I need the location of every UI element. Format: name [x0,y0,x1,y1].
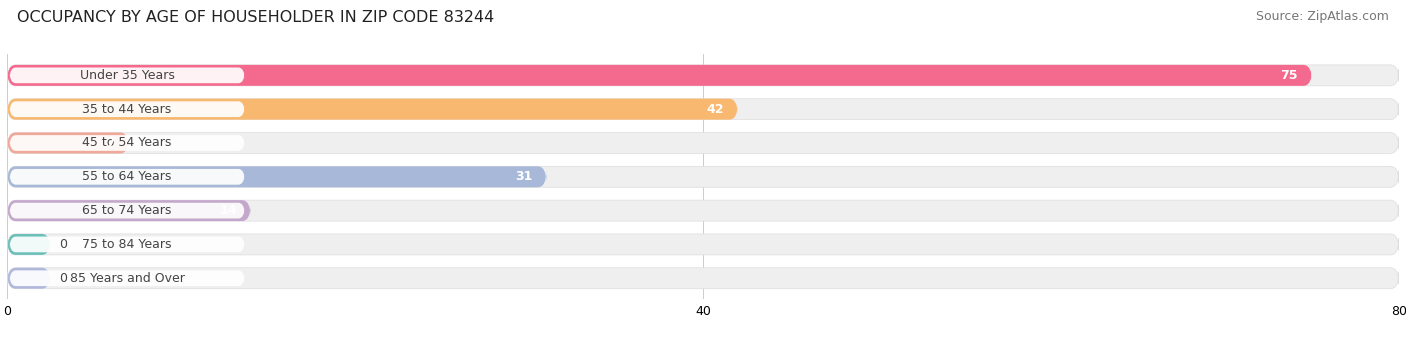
FancyBboxPatch shape [7,234,51,255]
FancyBboxPatch shape [7,200,1399,221]
FancyBboxPatch shape [10,68,245,83]
Text: 7: 7 [107,136,115,150]
Text: 45 to 54 Years: 45 to 54 Years [83,136,172,150]
FancyBboxPatch shape [7,65,1399,86]
FancyBboxPatch shape [10,237,245,252]
Text: 14: 14 [219,204,236,217]
FancyBboxPatch shape [7,268,51,289]
FancyBboxPatch shape [10,169,245,185]
Text: 75: 75 [1281,69,1298,82]
Text: OCCUPANCY BY AGE OF HOUSEHOLDER IN ZIP CODE 83244: OCCUPANCY BY AGE OF HOUSEHOLDER IN ZIP C… [17,10,494,25]
FancyBboxPatch shape [7,99,738,120]
Text: Under 35 Years: Under 35 Years [80,69,174,82]
FancyBboxPatch shape [7,268,1399,289]
Text: 31: 31 [515,170,533,183]
FancyBboxPatch shape [7,133,1399,153]
FancyBboxPatch shape [7,65,1312,86]
FancyBboxPatch shape [7,166,1399,187]
Text: 0: 0 [59,272,67,285]
Text: 85 Years and Over: 85 Years and Over [70,272,184,285]
Text: 75 to 84 Years: 75 to 84 Years [83,238,172,251]
Text: 35 to 44 Years: 35 to 44 Years [83,103,172,116]
FancyBboxPatch shape [7,200,250,221]
FancyBboxPatch shape [7,234,1399,255]
FancyBboxPatch shape [10,135,245,151]
FancyBboxPatch shape [7,133,129,153]
FancyBboxPatch shape [7,166,547,187]
Text: 42: 42 [706,103,724,116]
Text: Source: ZipAtlas.com: Source: ZipAtlas.com [1256,10,1389,23]
Text: 0: 0 [59,238,67,251]
FancyBboxPatch shape [10,270,245,286]
FancyBboxPatch shape [10,101,245,117]
Text: 55 to 64 Years: 55 to 64 Years [83,170,172,183]
FancyBboxPatch shape [7,99,1399,120]
Text: 65 to 74 Years: 65 to 74 Years [83,204,172,217]
FancyBboxPatch shape [10,203,245,219]
